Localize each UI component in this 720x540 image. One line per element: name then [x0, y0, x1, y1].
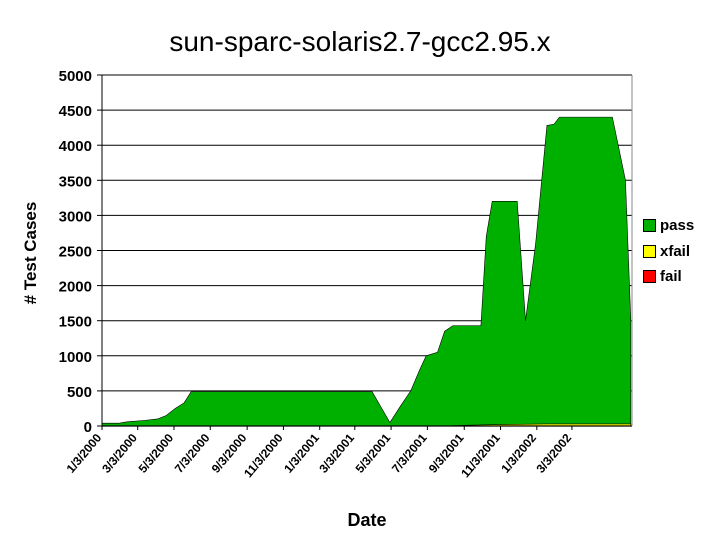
x-tick-label-11: 11/3/2001: [458, 431, 503, 481]
chart-title: sun-sparc-solaris2.7-gcc2.95.x: [169, 26, 551, 57]
x-tick-label-13: 3/3/2002: [533, 431, 574, 476]
y-tick-label-0: 0: [84, 419, 92, 436]
x-tick-label-8: 5/3/2001: [353, 431, 394, 476]
y-tick-label-2500: 2500: [59, 244, 92, 261]
x-tick-label-12: 1/3/2002: [498, 431, 539, 476]
legend-label-pass: pass: [660, 217, 695, 235]
legend-label-xfail: xfail: [660, 242, 691, 260]
legend-swatch-pass: [643, 219, 656, 233]
legend-swatch-xfail: [643, 244, 656, 258]
x-tick-label-7: 3/3/2001: [316, 431, 357, 476]
y-tick-label-3000: 3000: [59, 208, 92, 225]
y-tick-label-2000: 2000: [59, 279, 92, 296]
legend-swatch-fail: [643, 270, 656, 284]
x-tick-label-2: 5/3/2000: [136, 431, 177, 476]
y-tick-label-4000: 4000: [59, 138, 92, 155]
legend-item-fail: fail: [643, 264, 694, 290]
legend: pass xfail fail: [643, 213, 694, 290]
x-tick-label-6: 1/3/2001: [281, 431, 322, 476]
x-tick-label-1: 3/3/2000: [99, 431, 140, 476]
y-tick-label-4500: 4500: [59, 103, 92, 120]
legend-label-fail: fail: [660, 268, 682, 286]
y-tick-label-5000: 5000: [59, 68, 92, 85]
y-tick-label-500: 500: [67, 384, 92, 401]
x-tick-label-9: 7/3/2001: [389, 431, 430, 476]
y-tick-label-3500: 3500: [59, 173, 92, 190]
x-tick-label-3: 7/3/2000: [172, 431, 213, 476]
x-axis-label: Date: [347, 510, 387, 530]
y-tick-label-1500: 1500: [59, 314, 92, 331]
x-tick-label-5: 11/3/2000: [241, 431, 286, 481]
y-tick-label-1000: 1000: [59, 349, 92, 366]
x-tick-label-0: 1/3/2000: [64, 431, 105, 476]
series-area-pass: [101, 116, 632, 427]
legend-item-xfail: xfail: [643, 239, 694, 265]
legend-item-pass: pass: [643, 213, 694, 239]
